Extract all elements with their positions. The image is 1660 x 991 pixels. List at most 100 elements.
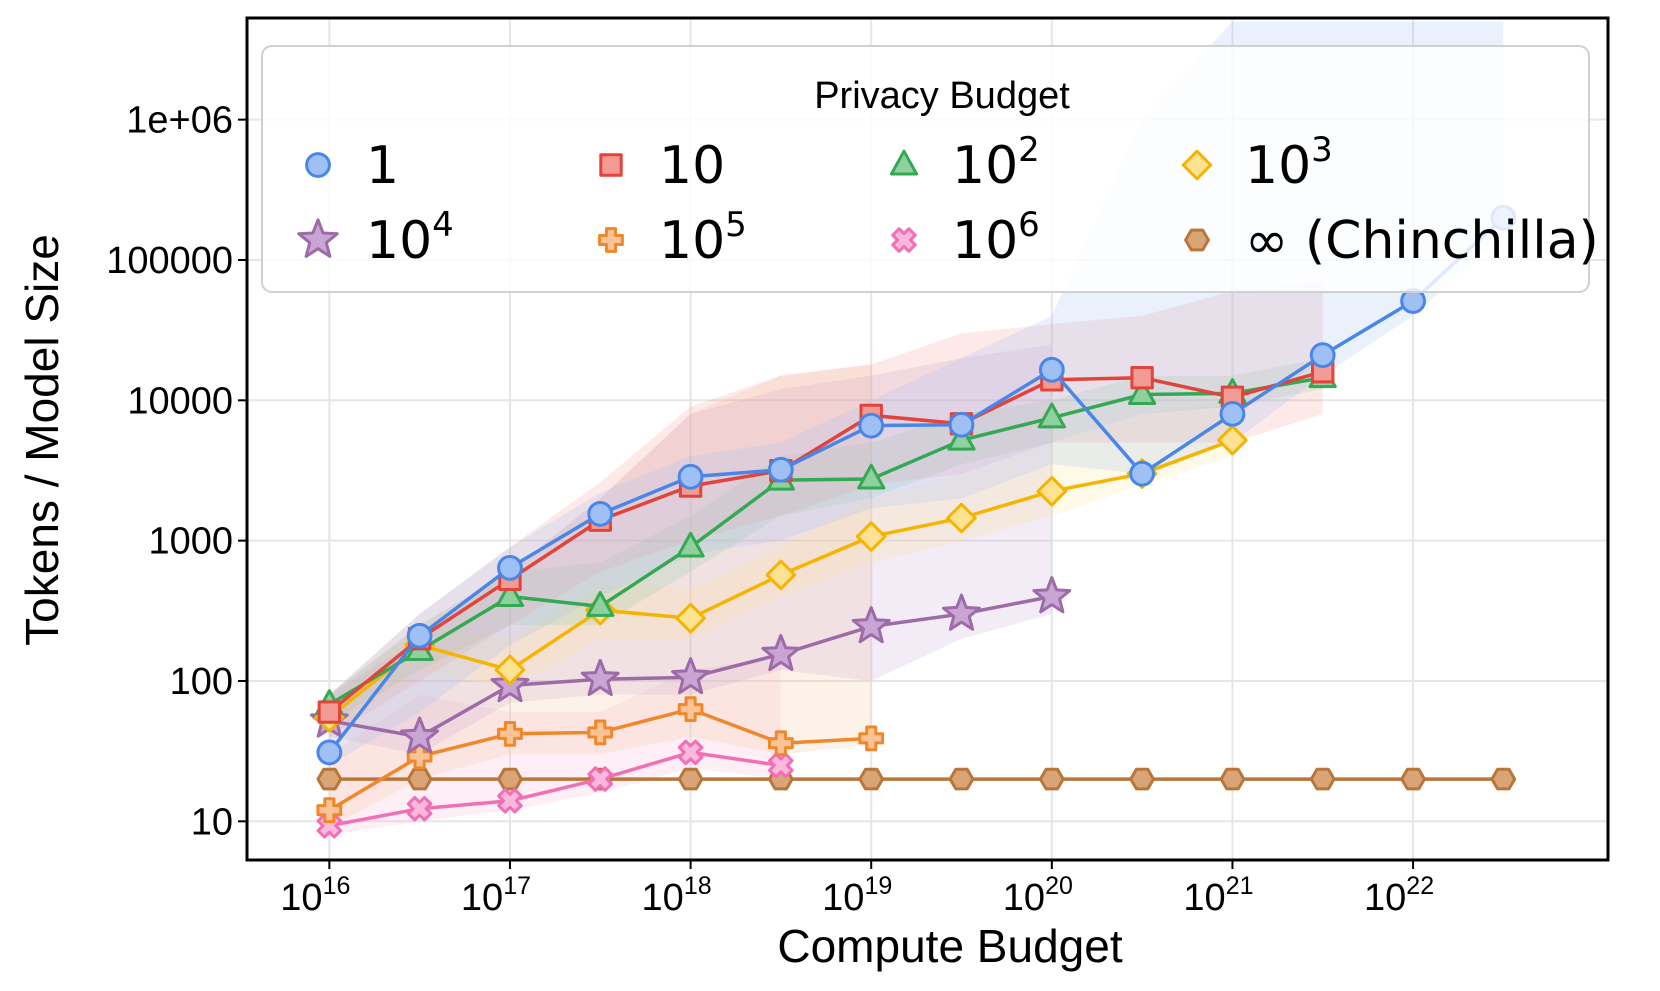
legend-label-10-3: 103 bbox=[1245, 130, 1333, 196]
plot-frame bbox=[245, 16, 1610, 862]
point-10-4 bbox=[851, 606, 891, 644]
point-chinchilla bbox=[1309, 767, 1336, 791]
legend-marker-10-6 bbox=[891, 227, 917, 253]
x-tick-exponent: 22 bbox=[1406, 872, 1434, 900]
point-10-3 bbox=[855, 521, 887, 552]
point-10-5 bbox=[677, 696, 704, 723]
x-tick-label: 1021 bbox=[1183, 872, 1253, 919]
legend-label-10-5: 105 bbox=[659, 205, 747, 271]
point-chinchilla bbox=[1219, 767, 1246, 791]
point-10-6 bbox=[587, 766, 614, 792]
point-10-4 bbox=[761, 633, 801, 672]
axis-ticks: 1016 1017 1018 1019 1020 1021 1022101001000100… bbox=[106, 100, 1434, 919]
point-1 bbox=[858, 412, 885, 439]
x-tick-base: 10 bbox=[461, 877, 503, 919]
point-10-3 bbox=[494, 654, 526, 686]
point-1 bbox=[767, 456, 794, 483]
point-chinchilla bbox=[677, 767, 704, 791]
legend-title: Privacy Budget bbox=[814, 75, 1070, 117]
x-tick-base: 10 bbox=[642, 877, 684, 919]
legend-label-chinchilla: ∞ (Chinchilla) bbox=[1245, 211, 1599, 271]
x-tick-base: 10 bbox=[1003, 877, 1045, 919]
legend-label-exponent: 4 bbox=[432, 205, 454, 245]
legend-item-10: 10 bbox=[599, 136, 725, 196]
point-10-3 bbox=[1217, 424, 1248, 456]
x-tick-exponent: 21 bbox=[1226, 872, 1254, 900]
point-10 bbox=[317, 700, 342, 724]
x-tick-label: 1016 bbox=[280, 872, 350, 919]
legend-marker-10-3 bbox=[1181, 149, 1213, 181]
point-10-4 bbox=[580, 658, 620, 696]
x-tick-label: 1018 bbox=[642, 872, 712, 919]
point-1 bbox=[316, 739, 343, 766]
legend-item-10-5: 105 bbox=[598, 205, 747, 271]
point-10-4 bbox=[671, 657, 711, 695]
line-10-2 bbox=[328, 375, 1324, 707]
line-10 bbox=[328, 370, 1324, 714]
legend-marker-10 bbox=[599, 153, 623, 177]
y-tick-label: 100000 bbox=[106, 240, 233, 282]
x-tick-base: 10 bbox=[1183, 877, 1225, 919]
x-tick-label: 1020 bbox=[1003, 872, 1073, 919]
line-1 bbox=[328, 216, 1505, 754]
y-tick-label: 100 bbox=[170, 661, 233, 703]
point-chinchilla bbox=[1129, 767, 1155, 791]
point-10-3 bbox=[946, 502, 977, 534]
point-1 bbox=[1219, 401, 1246, 427]
x-tick-base: 10 bbox=[280, 877, 322, 919]
y-axis-title: Tokens / Model Size bbox=[16, 234, 68, 646]
x-tick-exponent: 16 bbox=[323, 872, 351, 900]
point-1 bbox=[1309, 342, 1336, 368]
point-chinchilla bbox=[948, 767, 975, 791]
point-10-2 bbox=[857, 463, 886, 490]
legend-label-exponent: 3 bbox=[1311, 130, 1333, 170]
legend-item-10-2: 102 bbox=[889, 130, 1040, 196]
point-1 bbox=[406, 622, 433, 649]
point-10-6 bbox=[677, 739, 704, 766]
legend-label-10-6: 106 bbox=[952, 205, 1040, 271]
legend-item-chinchilla: ∞ (Chinchilla) bbox=[1184, 211, 1599, 271]
x-tick-exponent: 20 bbox=[1045, 872, 1073, 900]
legend-label-base: 10 bbox=[952, 136, 1018, 196]
x-axis-title: Compute Budget bbox=[777, 920, 1122, 972]
legend-marker-chinchilla bbox=[1184, 228, 1210, 252]
legend-label-base: 10 bbox=[366, 211, 432, 271]
point-10-4 bbox=[400, 716, 440, 754]
point-10-4 bbox=[1032, 576, 1072, 614]
point-10-2 bbox=[495, 581, 525, 607]
point-1 bbox=[1038, 356, 1065, 383]
legend-label-exponent: 6 bbox=[1018, 205, 1040, 245]
point-10-5 bbox=[858, 725, 885, 752]
point-chinchilla bbox=[1400, 767, 1426, 791]
point-10-2 bbox=[947, 424, 976, 451]
point-10-4 bbox=[942, 593, 981, 631]
point-1 bbox=[948, 411, 975, 438]
legend-label-exponent: 5 bbox=[725, 205, 747, 245]
legend-marker-10-5 bbox=[598, 227, 624, 253]
legend-label-base: 10 bbox=[659, 136, 725, 196]
legend-label-base: 10 bbox=[1245, 136, 1311, 196]
point-chinchilla bbox=[1490, 767, 1517, 791]
point-10-5 bbox=[587, 719, 614, 746]
point-chinchilla bbox=[497, 767, 523, 791]
point-chinchilla bbox=[406, 767, 433, 791]
series-10-6 bbox=[316, 739, 794, 839]
legend-label-10: 10 bbox=[659, 136, 725, 196]
legend-label-exponent: 2 bbox=[1018, 130, 1040, 170]
legend-marker-1 bbox=[305, 152, 331, 178]
x-tick-base: 10 bbox=[1364, 877, 1406, 919]
point-10-6 bbox=[497, 788, 523, 814]
point-chinchilla bbox=[858, 767, 885, 791]
point-chinchilla bbox=[316, 767, 343, 791]
point-10-3 bbox=[1036, 475, 1068, 507]
x-tick-exponent: 19 bbox=[864, 872, 892, 900]
legend-label-base: 1 bbox=[366, 136, 399, 196]
legend-label-base: 10 bbox=[659, 211, 725, 271]
legend-marker-10-4 bbox=[297, 218, 339, 258]
point-10-5 bbox=[497, 720, 523, 747]
point-chinchilla bbox=[1038, 767, 1065, 791]
x-tick-exponent: 18 bbox=[684, 872, 712, 900]
x-tick-label: 1017 bbox=[461, 872, 531, 919]
